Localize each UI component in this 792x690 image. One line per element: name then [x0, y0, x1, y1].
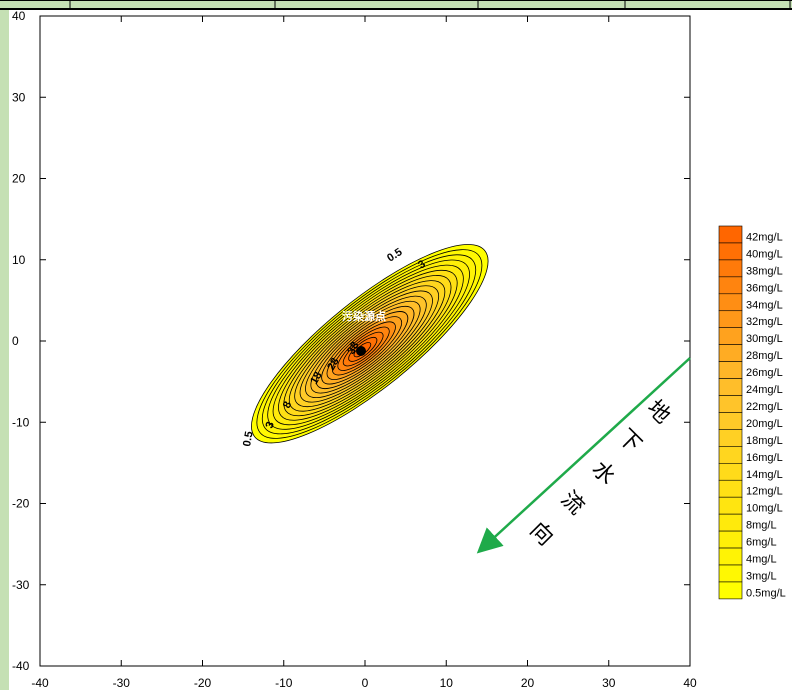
contour-label-3-bottom: 3 — [264, 420, 277, 430]
y-tick-label: 30 — [12, 90, 26, 104]
legend-label: 34mg/L — [746, 299, 783, 311]
legend-label: 28mg/L — [746, 350, 783, 362]
legend-swatch — [718, 513, 743, 532]
legend-label: 24mg/L — [746, 384, 783, 396]
legend-label: 4mg/L — [746, 554, 777, 566]
concentration-legend: 42mg/L 40mg/L 38mg/L 36mg/L 34mg/L 32mg/L 30mg… — [718, 225, 786, 600]
legend-swatch — [718, 564, 743, 583]
legend-label: 26mg/L — [746, 367, 783, 379]
contour-label-28: 28 — [325, 356, 342, 373]
legend-label: 0.5mg/L — [746, 587, 786, 599]
legend-swatch — [718, 412, 743, 430]
x-tick-label: 10 — [440, 676, 454, 690]
legend-label: 32mg/L — [746, 316, 783, 328]
x-tick-label: 40 — [683, 676, 697, 690]
legend-label: 40mg/L — [746, 248, 783, 260]
legend-label: 30mg/L — [746, 333, 783, 345]
x-tick-label: -10 — [275, 676, 293, 690]
contour-label-18: 18 — [308, 370, 325, 387]
legend-swatch — [718, 496, 743, 515]
legend-swatch — [718, 530, 743, 549]
legend-swatch — [718, 446, 743, 464]
legend-swatch — [718, 581, 743, 600]
source-point-marker — [356, 346, 366, 356]
x-tick-label: -30 — [113, 676, 131, 690]
y-tick-label: 0 — [12, 334, 19, 348]
x-tick-label: 30 — [602, 676, 616, 690]
y-tick-label: -30 — [12, 578, 30, 592]
legend-label: 38mg/L — [746, 265, 783, 277]
legend-swatch — [718, 344, 743, 362]
source-point-label: 污染源点 — [342, 309, 386, 323]
x-tick-label: 0 — [362, 676, 369, 690]
y-tick-label: 40 — [12, 9, 26, 23]
legend-label: 14mg/L — [746, 469, 783, 481]
legend-label: 18mg/L — [746, 435, 783, 447]
groundwater-flow-arrow — [476, 357, 691, 554]
top-table-fragment — [0, 0, 792, 9]
legend-swatch — [718, 293, 743, 312]
left-margin-strip — [0, 0, 9, 690]
legend-swatch — [718, 547, 743, 566]
legend-swatch — [718, 378, 743, 396]
legend-swatch — [718, 242, 743, 261]
contour-label-3-top: 3 — [416, 258, 428, 271]
contaminant-plume — [251, 244, 489, 444]
legend-swatch — [718, 225, 743, 244]
x-tick-label: -40 — [31, 676, 49, 690]
legend-label: 42mg/L — [746, 231, 783, 243]
legend-swatch — [718, 259, 743, 278]
legend-label: 22mg/L — [746, 401, 783, 413]
x-tick-label: 20 — [521, 676, 535, 690]
legend-label: 10mg/L — [746, 503, 783, 515]
y-tick-label: 10 — [12, 253, 26, 267]
contour-label-8: 8 — [281, 400, 294, 411]
legend-swatch — [718, 479, 743, 498]
contour-label-0-5-bottom: 0.5 — [241, 430, 255, 447]
legend-swatch — [718, 395, 743, 413]
legend-swatch — [718, 429, 743, 447]
legend-swatch — [718, 310, 743, 329]
x-tick-label: -20 — [194, 676, 212, 690]
legend-label: 6mg/L — [746, 537, 777, 549]
y-tick-label: -20 — [12, 497, 30, 511]
y-tick-label: 20 — [12, 172, 26, 186]
legend-swatch — [718, 327, 743, 345]
legend-label: 12mg/L — [746, 486, 783, 498]
legend-label: 16mg/L — [746, 452, 783, 464]
legend-label: 20mg/L — [746, 418, 783, 430]
legend-swatch — [718, 361, 743, 379]
legend-label: 3mg/L — [746, 570, 777, 582]
y-tick-label: -10 — [12, 415, 30, 429]
legend-swatch — [718, 462, 743, 481]
legend-swatch — [718, 276, 743, 295]
legend-label: 8mg/L — [746, 520, 777, 532]
y-tick-label: -40 — [12, 659, 30, 673]
legend-label: 36mg/L — [746, 282, 783, 294]
